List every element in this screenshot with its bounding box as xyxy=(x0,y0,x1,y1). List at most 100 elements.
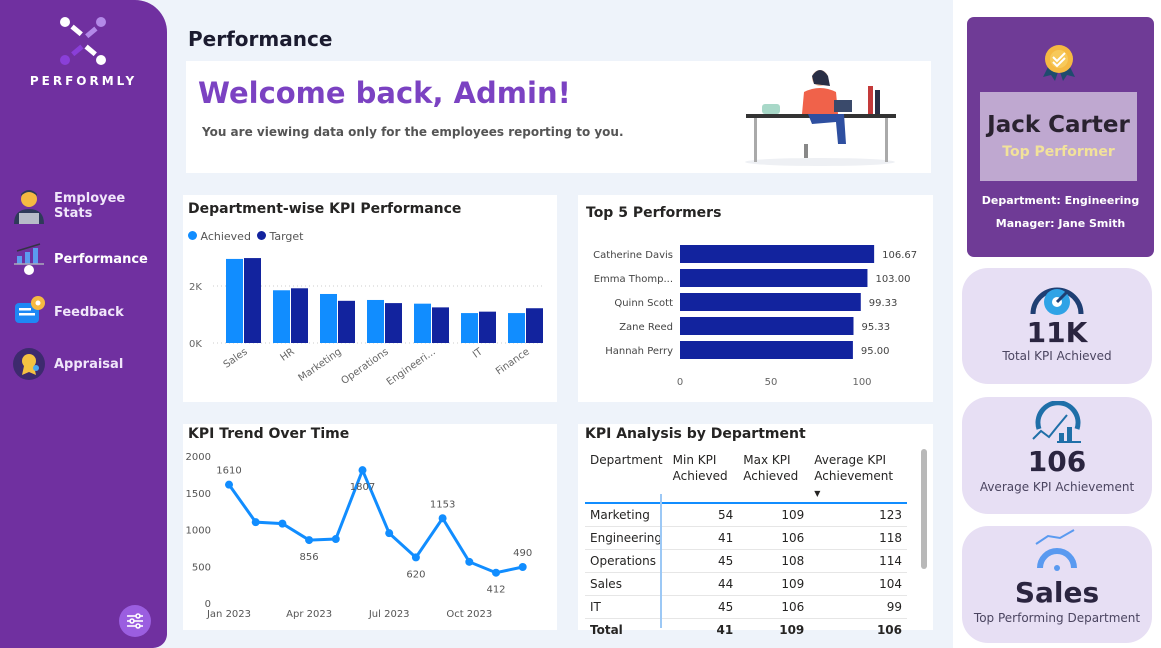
top-performers-card: Top 5 Performers Catherine Davis 106.67 Em… xyxy=(578,195,933,402)
data-point xyxy=(411,553,420,562)
table-row: IT 45 106 99 xyxy=(585,595,907,618)
top-performers-chart: Catherine Davis 106.67 Emma Thomp... 103.00… xyxy=(593,245,917,388)
table-cell: Sales xyxy=(590,576,622,591)
performance-chart-icon xyxy=(12,242,46,276)
bar-target xyxy=(385,303,402,343)
scrollbar[interactable] xyxy=(921,449,927,569)
top-performer-card: Jack Carter Top Performer Department: En… xyxy=(967,17,1154,257)
data-label: 856 xyxy=(300,552,319,563)
kpi-trend-card: KPI Trend Over Time 0 500 1000 1500 2000 1610… xyxy=(183,424,557,630)
gauge-trend-icon xyxy=(1035,529,1077,571)
bar xyxy=(680,317,854,335)
settings-button[interactable] xyxy=(119,605,151,637)
y-tick-label: 0K xyxy=(189,339,202,350)
gauge-chart-icon xyxy=(1032,400,1081,443)
sidebar-item-performance[interactable]: Performance xyxy=(12,237,162,281)
data-point xyxy=(492,568,500,577)
sidebar: PERFORMLY Employee Stats Performance Fee… xyxy=(0,0,167,648)
kpi-label: Average KPI Achievement xyxy=(979,480,1135,494)
data-label: 106.67 xyxy=(882,250,917,261)
x-tick-label: 50 xyxy=(765,377,778,388)
bar-target xyxy=(479,311,496,343)
kpi-card-average: 106 Average KPI Achievement xyxy=(962,397,1152,514)
sidebar-item-label: Feedback xyxy=(54,304,124,320)
bar-chart: 0K 2K Sales HR MarketingOperationsEngineeri.… xyxy=(189,258,545,388)
data-point xyxy=(385,529,394,538)
data-label: 1610 xyxy=(216,466,241,477)
sidebar-item-label: Appraisal xyxy=(54,356,124,372)
data-label: 103.00 xyxy=(875,274,910,285)
data-label: 1153 xyxy=(430,499,455,510)
table-cell: 45 xyxy=(717,553,734,568)
data-point xyxy=(331,535,340,544)
data-label: 1807 xyxy=(350,482,375,493)
category-label: Hannah Perry xyxy=(605,346,673,357)
table-cell: Marketing xyxy=(590,507,650,522)
chart-title: Department-wise KPI Performance xyxy=(188,201,462,217)
table-cell: Engineering xyxy=(590,530,662,545)
column-header-average[interactable]: Average KPI Achievement ▼ xyxy=(814,453,894,498)
department-kpi-chart-card: Department-wise KPI Performance Achieved… xyxy=(183,195,557,402)
column-header-max[interactable]: Max KPI Achieved xyxy=(743,453,799,483)
column-divider xyxy=(660,494,662,628)
x-tick-label: HR xyxy=(279,346,297,363)
bar xyxy=(680,293,861,311)
kpi-label: Total KPI Achieved xyxy=(1002,349,1112,363)
table-cell: 108 xyxy=(781,553,805,568)
table-cell: 99 xyxy=(886,599,902,614)
data-point xyxy=(251,518,260,527)
welcome-title: Welcome back, Admin! xyxy=(198,76,571,110)
legend-item-achieved[interactable]: Achieved xyxy=(188,230,251,243)
y-tick-label: 0 xyxy=(205,599,211,610)
bar-achieved xyxy=(226,258,243,343)
sidebar-item-appraisal[interactable]: Appraisal xyxy=(12,342,162,386)
table-total-row: Total 41 109 106 xyxy=(585,618,907,641)
kpi-analysis-table: Department Min KPI Achieved Max KPI Achi… xyxy=(585,452,907,641)
table-cell: 106 xyxy=(876,622,902,637)
chart-title: KPI Trend Over Time xyxy=(188,426,350,442)
bar-target xyxy=(291,288,308,343)
x-tick-label: 0 xyxy=(677,377,683,388)
kpi-card-total: 11K Total KPI Achieved xyxy=(962,268,1152,384)
appraisal-icon xyxy=(12,347,46,381)
feedback-icon xyxy=(12,295,46,329)
x-tick-label: Jul 2023 xyxy=(368,609,410,620)
data-point xyxy=(225,480,233,489)
bar-target xyxy=(432,307,449,343)
logo-icon xyxy=(60,17,106,65)
data-point xyxy=(358,466,367,475)
data-label: 95.33 xyxy=(862,322,891,333)
award-badge-icon xyxy=(1043,45,1075,81)
welcome-subtitle: You are viewing data only for the employ… xyxy=(202,125,624,139)
data-point xyxy=(305,536,314,545)
person-at-desk-illustration xyxy=(745,70,896,166)
legend-item-target[interactable]: Target xyxy=(256,230,303,243)
brand-name: PERFORMLY xyxy=(29,74,138,88)
performer-manager: Manager: Jane Smith xyxy=(995,217,1126,230)
data-label: 620 xyxy=(406,569,425,580)
table-cell: 106 xyxy=(781,599,805,614)
bar-target xyxy=(526,308,543,343)
kpi-card-top-department: Sales Top Performing Department xyxy=(962,526,1152,643)
table-cell: 109 xyxy=(779,622,805,637)
x-tick-label: Operations xyxy=(339,346,390,387)
table-cell: 109 xyxy=(781,576,805,591)
column-header-department[interactable]: Department xyxy=(590,453,663,467)
kpi-value: 106 xyxy=(1027,445,1087,478)
y-tick-label: 2K xyxy=(189,282,202,293)
speedometer-gear-icon xyxy=(1030,287,1084,315)
table-cell: 104 xyxy=(879,576,902,591)
data-label: 490 xyxy=(513,548,532,559)
sidebar-item-feedback[interactable]: Feedback xyxy=(12,290,162,334)
table-cell: 44 xyxy=(717,576,734,591)
table-cell: 45 xyxy=(717,599,734,614)
data-point xyxy=(438,514,447,523)
column-header-min[interactable]: Min KPI Achieved xyxy=(672,453,728,483)
data-point xyxy=(278,519,287,528)
data-point xyxy=(465,557,474,566)
sidebar-item-employee-stats[interactable]: Employee Stats xyxy=(12,184,162,228)
table-cell: IT xyxy=(590,599,601,614)
x-tick-label: Marketing xyxy=(297,346,344,384)
x-tick-label: Apr 2023 xyxy=(286,609,332,620)
bar-achieved xyxy=(320,293,337,343)
